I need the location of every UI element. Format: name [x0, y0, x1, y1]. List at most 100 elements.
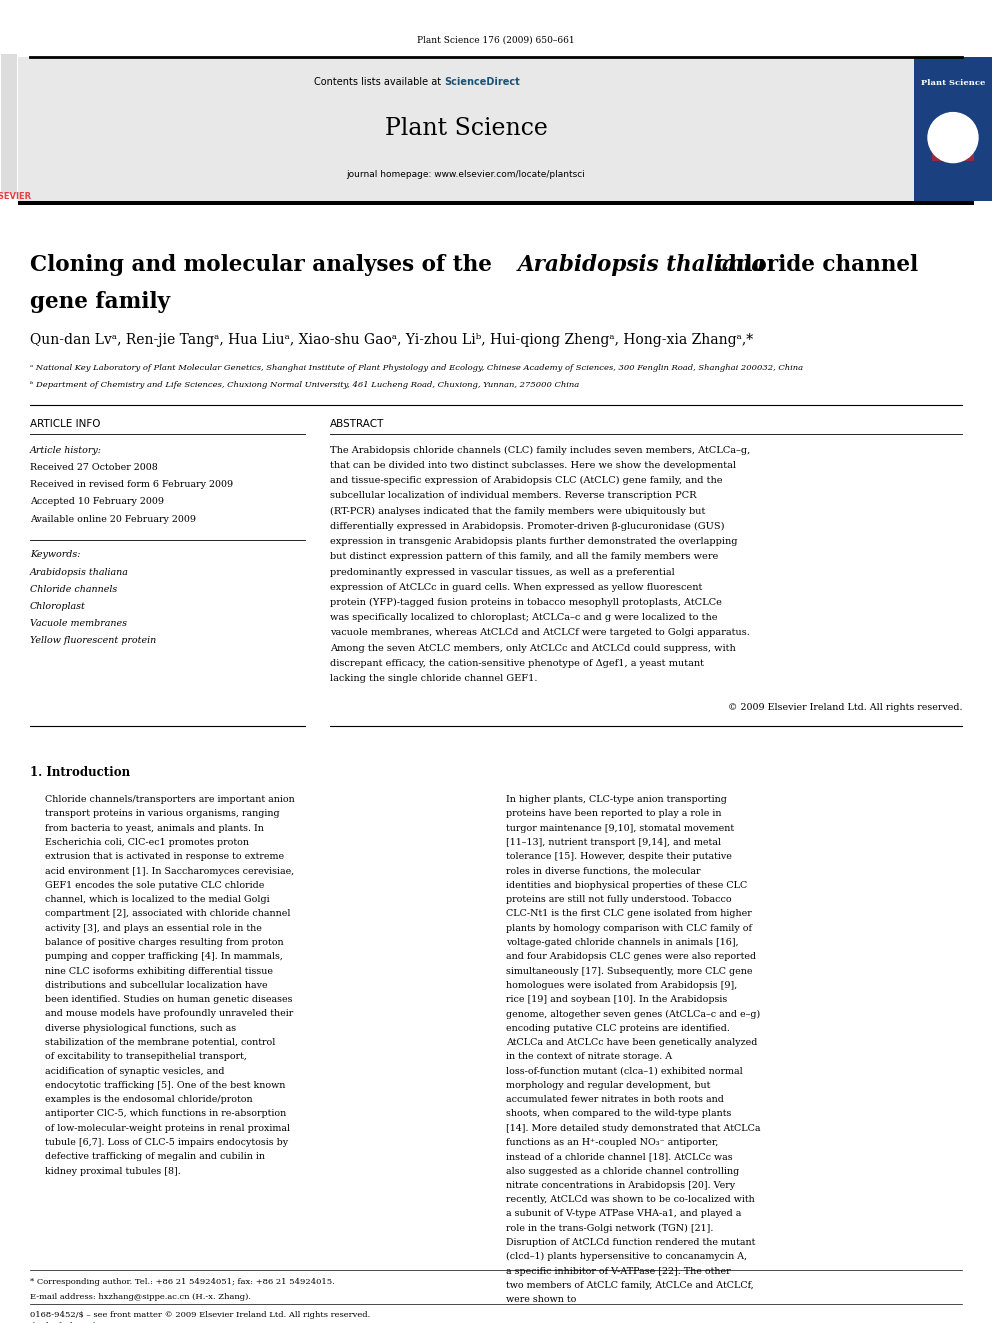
Text: proteins are still not fully understood. Tobacco: proteins are still not fully understood.…: [506, 896, 732, 904]
Text: tolerance [15]. However, despite their putative: tolerance [15]. However, despite their p…: [506, 852, 732, 861]
Text: Keywords:: Keywords:: [30, 550, 80, 560]
Text: accumulated fewer nitrates in both roots and: accumulated fewer nitrates in both roots…: [506, 1095, 724, 1105]
Text: doi:10.1016/j.plantsci.2009.02.005: doi:10.1016/j.plantsci.2009.02.005: [30, 1322, 178, 1323]
Text: and tissue-specific expression of Arabidopsis CLC (AtCLC) gene family, and the: and tissue-specific expression of Arabid…: [330, 476, 722, 486]
Text: distributions and subcellular localization have: distributions and subcellular localizati…: [45, 980, 268, 990]
Text: Contents lists available at: Contents lists available at: [313, 77, 444, 87]
Text: ABSTRACT: ABSTRACT: [330, 419, 384, 430]
FancyBboxPatch shape: [914, 57, 992, 201]
Text: nine CLC isoforms exhibiting differential tissue: nine CLC isoforms exhibiting differentia…: [45, 967, 273, 975]
Text: plants by homology comparison with CLC family of: plants by homology comparison with CLC f…: [506, 923, 752, 933]
Text: ARTICLE INFO: ARTICLE INFO: [30, 419, 100, 430]
Bar: [18, 201, 974, 205]
Text: instead of a chloride channel [18]. AtCLCc was: instead of a chloride channel [18]. AtCL…: [506, 1152, 733, 1162]
Text: Vacuole membranes: Vacuole membranes: [30, 619, 127, 628]
Text: a specific inhibitor of V-ATPase [22]. The other: a specific inhibitor of V-ATPase [22]. T…: [506, 1266, 731, 1275]
Circle shape: [928, 112, 978, 163]
Text: Accepted 10 February 2009: Accepted 10 February 2009: [30, 497, 164, 507]
Text: diverse physiological functions, such as: diverse physiological functions, such as: [45, 1024, 236, 1033]
Text: Arabidopsis thaliana: Arabidopsis thaliana: [518, 254, 766, 277]
Text: 1. Introduction: 1. Introduction: [30, 766, 130, 779]
Text: Available online 20 February 2009: Available online 20 February 2009: [30, 515, 196, 524]
Circle shape: [931, 115, 975, 160]
Text: compartment [2], associated with chloride channel: compartment [2], associated with chlorid…: [45, 909, 291, 918]
Text: and mouse models have profoundly unraveled their: and mouse models have profoundly unravel…: [45, 1009, 294, 1019]
Text: Chloroplast: Chloroplast: [30, 602, 86, 611]
Text: turgor maintenance [9,10], stomatal movement: turgor maintenance [9,10], stomatal move…: [506, 824, 734, 832]
Text: shoots, when compared to the wild-type plants: shoots, when compared to the wild-type p…: [506, 1110, 731, 1118]
Text: tubule [6,7]. Loss of CLC-5 impairs endocytosis by: tubule [6,7]. Loss of CLC-5 impairs endo…: [45, 1138, 288, 1147]
Text: * Corresponding author. Tel.: +86 21 54924051; fax: +86 21 54924015.: * Corresponding author. Tel.: +86 21 549…: [30, 1278, 334, 1286]
Text: Article history:: Article history:: [30, 446, 102, 455]
Text: examples is the endosomal chloride/proton: examples is the endosomal chloride/proto…: [45, 1095, 253, 1105]
Text: defective trafficking of megalin and cubilin in: defective trafficking of megalin and cub…: [45, 1152, 265, 1162]
Text: rice [19] and soybean [10]. In the Arabidopsis: rice [19] and soybean [10]. In the Arabi…: [506, 995, 727, 1004]
Text: stabilization of the membrane potential, control: stabilization of the membrane potential,…: [45, 1039, 276, 1046]
Text: GEF1 encodes the sole putative CLC chloride: GEF1 encodes the sole putative CLC chlor…: [45, 881, 265, 890]
Text: Yellow fluorescent protein: Yellow fluorescent protein: [30, 636, 157, 646]
Text: of low-molecular-weight proteins in renal proximal: of low-molecular-weight proteins in rena…: [45, 1123, 290, 1132]
Text: Received in revised form 6 February 2009: Received in revised form 6 February 2009: [30, 480, 233, 490]
Text: kidney proximal tubules [8].: kidney proximal tubules [8].: [45, 1167, 181, 1176]
FancyBboxPatch shape: [0, 57, 18, 201]
Text: channel, which is localized to the medial Golgi: channel, which is localized to the media…: [45, 896, 270, 904]
Text: ScienceDirect: ScienceDirect: [444, 77, 520, 87]
Text: that can be divided into two distinct subclasses. Here we show the developmental: that can be divided into two distinct su…: [330, 462, 736, 470]
Text: Among the seven AtCLC members, only AtCLCc and AtCLCd could suppress, with: Among the seven AtCLC members, only AtCL…: [330, 643, 736, 652]
Text: Plant Science 176 (2009) 650–661: Plant Science 176 (2009) 650–661: [418, 36, 574, 44]
Text: journal homepage: www.elsevier.com/locate/plantsci: journal homepage: www.elsevier.com/locat…: [346, 171, 585, 179]
Text: lacking the single chloride channel GEF1.: lacking the single chloride channel GEF1…: [330, 675, 538, 683]
Text: antiporter ClC-5, which functions in re-absorption: antiporter ClC-5, which functions in re-…: [45, 1110, 287, 1118]
Text: simultaneously [17]. Subsequently, more CLC gene: simultaneously [17]. Subsequently, more …: [506, 967, 753, 975]
Text: Plant Science: Plant Science: [385, 116, 548, 140]
Text: [14]. More detailed study demonstrated that AtCLCa: [14]. More detailed study demonstrated t…: [506, 1123, 761, 1132]
Text: from bacteria to yeast, animals and plants. In: from bacteria to yeast, animals and plan…: [45, 824, 264, 832]
Text: role in the trans-Golgi network (TGN) [21].: role in the trans-Golgi network (TGN) [2…: [506, 1224, 713, 1233]
Text: voltage-gated chloride channels in animals [16],: voltage-gated chloride channels in anima…: [506, 938, 739, 947]
Text: (clcd–1) plants hypersensitive to concanamycin A,: (clcd–1) plants hypersensitive to concan…: [506, 1253, 747, 1261]
Text: morphology and regular development, but: morphology and regular development, but: [506, 1081, 710, 1090]
Text: encoding putative CLC proteins are identified.: encoding putative CLC proteins are ident…: [506, 1024, 730, 1033]
Text: a subunit of V-type ATPase VHA-a1, and played a: a subunit of V-type ATPase VHA-a1, and p…: [506, 1209, 741, 1218]
Text: ᵃ National Key Laboratory of Plant Molecular Genetics, Shanghai Institute of Pla: ᵃ National Key Laboratory of Plant Molec…: [30, 364, 804, 372]
Text: endocytotic trafficking [5]. One of the best known: endocytotic trafficking [5]. One of the …: [45, 1081, 286, 1090]
Text: E-mail address: hxzhang@sippe.ac.cn (H.-x. Zhang).: E-mail address: hxzhang@sippe.ac.cn (H.-…: [30, 1293, 251, 1301]
Text: [11–13], nutrient transport [9,14], and metal: [11–13], nutrient transport [9,14], and …: [506, 837, 721, 847]
Text: Escherichia coli, ClC-ec1 promotes proton: Escherichia coli, ClC-ec1 promotes proto…: [45, 837, 249, 847]
Text: AtCLCa and AtCLCc have been genetically analyzed: AtCLCa and AtCLCc have been genetically …: [506, 1039, 757, 1046]
Text: loss-of-function mutant (clca–1) exhibited normal: loss-of-function mutant (clca–1) exhibit…: [506, 1066, 743, 1076]
Text: © 2009 Elsevier Ireland Ltd. All rights reserved.: © 2009 Elsevier Ireland Ltd. All rights …: [727, 703, 962, 712]
Text: CLC-Nt1 is the first CLC gene isolated from higher: CLC-Nt1 is the first CLC gene isolated f…: [506, 909, 752, 918]
Text: The Arabidopsis chloride channels (CLC) family includes seven members, AtCLCa–g,: The Arabidopsis chloride channels (CLC) …: [330, 446, 750, 455]
Text: nitrate concentrations in Arabidopsis [20]. Very: nitrate concentrations in Arabidopsis [2…: [506, 1181, 735, 1189]
Text: balance of positive charges resulting from proton: balance of positive charges resulting fr…: [45, 938, 284, 947]
Text: roles in diverse functions, the molecular: roles in diverse functions, the molecula…: [506, 867, 700, 876]
Text: protein (YFP)-tagged fusion proteins in tobacco mesophyll protoplasts, AtCLCe: protein (YFP)-tagged fusion proteins in …: [330, 598, 722, 607]
Text: Arabidopsis thaliana: Arabidopsis thaliana: [30, 568, 129, 577]
Text: also suggested as a chloride channel controlling: also suggested as a chloride channel con…: [506, 1167, 739, 1176]
Text: two members of AtCLC family, AtCLCe and AtCLCf,: two members of AtCLC family, AtCLCe and …: [506, 1281, 754, 1290]
Text: been identified. Studies on human genetic diseases: been identified. Studies on human geneti…: [45, 995, 293, 1004]
Text: Cloning and molecular analyses of the: Cloning and molecular analyses of the: [30, 254, 499, 277]
FancyBboxPatch shape: [1, 54, 17, 193]
Text: expression of AtCLCc in guard cells. When expressed as yellow fluorescent: expression of AtCLCc in guard cells. Whe…: [330, 582, 702, 591]
Text: pumping and copper trafficking [4]. In mammals,: pumping and copper trafficking [4]. In m…: [45, 953, 283, 962]
Text: proteins have been reported to play a role in: proteins have been reported to play a ro…: [506, 810, 721, 819]
Text: 0168-9452/$ – see front matter © 2009 Elsevier Ireland Ltd. All rights reserved.: 0168-9452/$ – see front matter © 2009 El…: [30, 1311, 370, 1319]
Text: vacuole membranes, whereas AtCLCd and AtCLCf were targeted to Golgi apparatus.: vacuole membranes, whereas AtCLCd and At…: [330, 628, 750, 638]
Text: subcellular localization of individual members. Reverse transcription PCR: subcellular localization of individual m…: [330, 492, 696, 500]
Text: discrepant efficacy, the cation-sensitive phenotype of Δgef1, a yeast mutant: discrepant efficacy, the cation-sensitiv…: [330, 659, 704, 668]
Text: chloride channel: chloride channel: [708, 254, 919, 277]
Text: were shown to: were shown to: [506, 1295, 576, 1304]
Text: predominantly expressed in vascular tissues, as well as a preferential: predominantly expressed in vascular tiss…: [330, 568, 675, 577]
Text: recently, AtCLCd was shown to be co-localized with: recently, AtCLCd was shown to be co-loca…: [506, 1195, 755, 1204]
Text: activity [3], and plays an essential role in the: activity [3], and plays an essential rol…: [45, 923, 262, 933]
Text: Received 27 October 2008: Received 27 October 2008: [30, 463, 158, 472]
Text: ᵇ Department of Chemistry and Life Sciences, Chuxiong Normal University, 461 Luc: ᵇ Department of Chemistry and Life Scien…: [30, 381, 579, 389]
Text: acid environment [1]. In Saccharomyces cerevisiae,: acid environment [1]. In Saccharomyces c…: [45, 867, 295, 876]
Text: expression in transgenic Arabidopsis plants further demonstrated the overlapping: expression in transgenic Arabidopsis pla…: [330, 537, 737, 546]
FancyBboxPatch shape: [18, 57, 914, 201]
Text: was specifically localized to chloroplast; AtCLCa–c and g were localized to the: was specifically localized to chloroplas…: [330, 614, 717, 622]
Text: functions as an H⁺-coupled NO₃⁻ antiporter,: functions as an H⁺-coupled NO₃⁻ antiport…: [506, 1138, 718, 1147]
Text: homologues were isolated from Arabidopsis [9],: homologues were isolated from Arabidopsi…: [506, 980, 737, 990]
